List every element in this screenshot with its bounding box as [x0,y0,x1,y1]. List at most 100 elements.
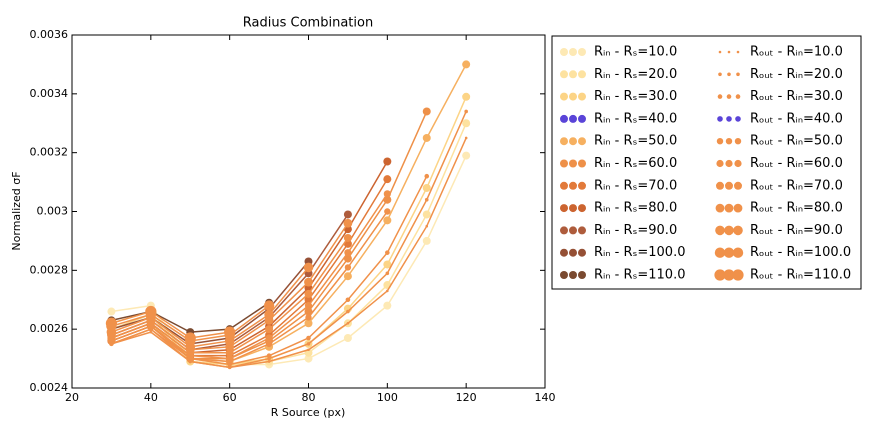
y-tick-label: 0.0034 [30,87,69,100]
legend-label: Rₒᵤₜ - Rᵢₙ=110.0 [750,268,851,283]
data-point [224,326,236,338]
data-point [304,307,313,316]
legend-marker [560,137,568,146]
legend-label: Rᵢₙ - Rₛ=70.0 [594,178,677,193]
series-line [111,193,388,360]
legend-marker [725,159,733,168]
data-point [422,210,431,219]
legend-marker [578,226,586,235]
legend-marker [569,137,577,146]
legend-marker [726,94,732,99]
legend-label: Rᵢₙ - Rₛ=80.0 [594,201,677,216]
data-point [343,233,352,242]
data-point [383,301,392,310]
data-point [264,309,274,320]
x-axis-label: R Source (px) [271,406,346,419]
data-point [305,314,312,321]
data-point [266,353,272,358]
legend-marker [560,181,568,190]
legend-marker [714,247,726,258]
data-point [307,348,310,352]
legend-label: Rᵢₙ - Rₛ=100.0 [594,245,685,260]
legend-marker [724,225,734,236]
legend-marker [735,94,741,99]
data-point [226,354,234,363]
legend-marker [736,72,740,77]
legend-marker [560,114,568,123]
legend-marker [560,248,568,257]
legend-label: Rᵢₙ - Rₛ=110.0 [594,268,685,283]
legend-label: Rᵢₙ - Rₛ=10.0 [594,45,677,60]
series-line [111,266,310,348]
legend-marker [560,159,568,168]
data-point [462,60,471,69]
legend-marker [569,114,577,123]
series-line [111,310,230,339]
y-tick-label: 0.003 [37,205,69,218]
legend-marker [578,114,586,123]
data-point [263,300,275,311]
legend-marker [733,225,743,236]
legend-marker [725,181,733,190]
legend-marker [715,225,725,236]
legend-marker [717,94,723,99]
data-point [424,173,430,179]
legend-marker [732,269,744,281]
data-point [346,321,350,325]
data-point [462,92,471,101]
data-point [386,289,389,293]
data-point [464,136,468,140]
legend-marker [578,181,586,190]
legend-marker [735,116,741,122]
series-line [111,137,467,369]
y-axis-label: Normalized σF [10,171,23,250]
legend-marker [569,70,577,79]
data-point [383,216,392,225]
data-point [383,190,391,198]
legend-label: Rₒᵤₜ - Rᵢₙ=100.0 [750,245,851,260]
data-point [422,183,431,192]
data-point [303,262,314,273]
data-point [343,218,353,228]
legend-marker [732,247,744,258]
data-point [462,119,471,128]
data-point [105,317,118,329]
legend-marker [734,181,742,190]
data-point [464,109,468,114]
legend-label: Rₒᵤₜ - Rᵢₙ=10.0 [750,45,843,60]
chart-title: Radius Combination [243,16,373,31]
legend-marker [578,271,586,279]
data-point [422,133,431,142]
legend-marker [727,50,731,54]
legend-marker [569,248,577,257]
data-point [425,224,429,228]
x-tick-label: 20 [65,391,79,404]
data-point [306,335,311,341]
legend-marker [578,70,586,79]
data-point [304,277,313,287]
legend-marker [578,137,586,146]
legend-marker [569,204,577,213]
x-tick-label: 120 [456,391,477,404]
legend-marker [725,138,733,145]
x-tick-label: 80 [302,391,316,404]
data-point [304,302,313,310]
data-point [265,334,273,342]
data-point [345,297,351,303]
legend-marker [714,269,726,281]
legend-marker [736,50,740,54]
legend-label: Rₒᵤₜ - Rᵢₙ=80.0 [750,201,843,216]
data-point [145,305,157,318]
legend-label: Rₒᵤₜ - Rᵢₙ=30.0 [750,89,843,104]
legend-marker [718,72,722,77]
legend-label: Rₒᵤₜ - Rᵢₙ=50.0 [750,134,843,149]
data-point [267,360,271,363]
legend-box [551,35,862,290]
legend-marker [569,226,577,235]
legend-marker [560,92,568,101]
legend-marker [560,70,568,79]
x-tick-label: 100 [377,391,398,404]
x-tick-label: 40 [144,391,158,404]
